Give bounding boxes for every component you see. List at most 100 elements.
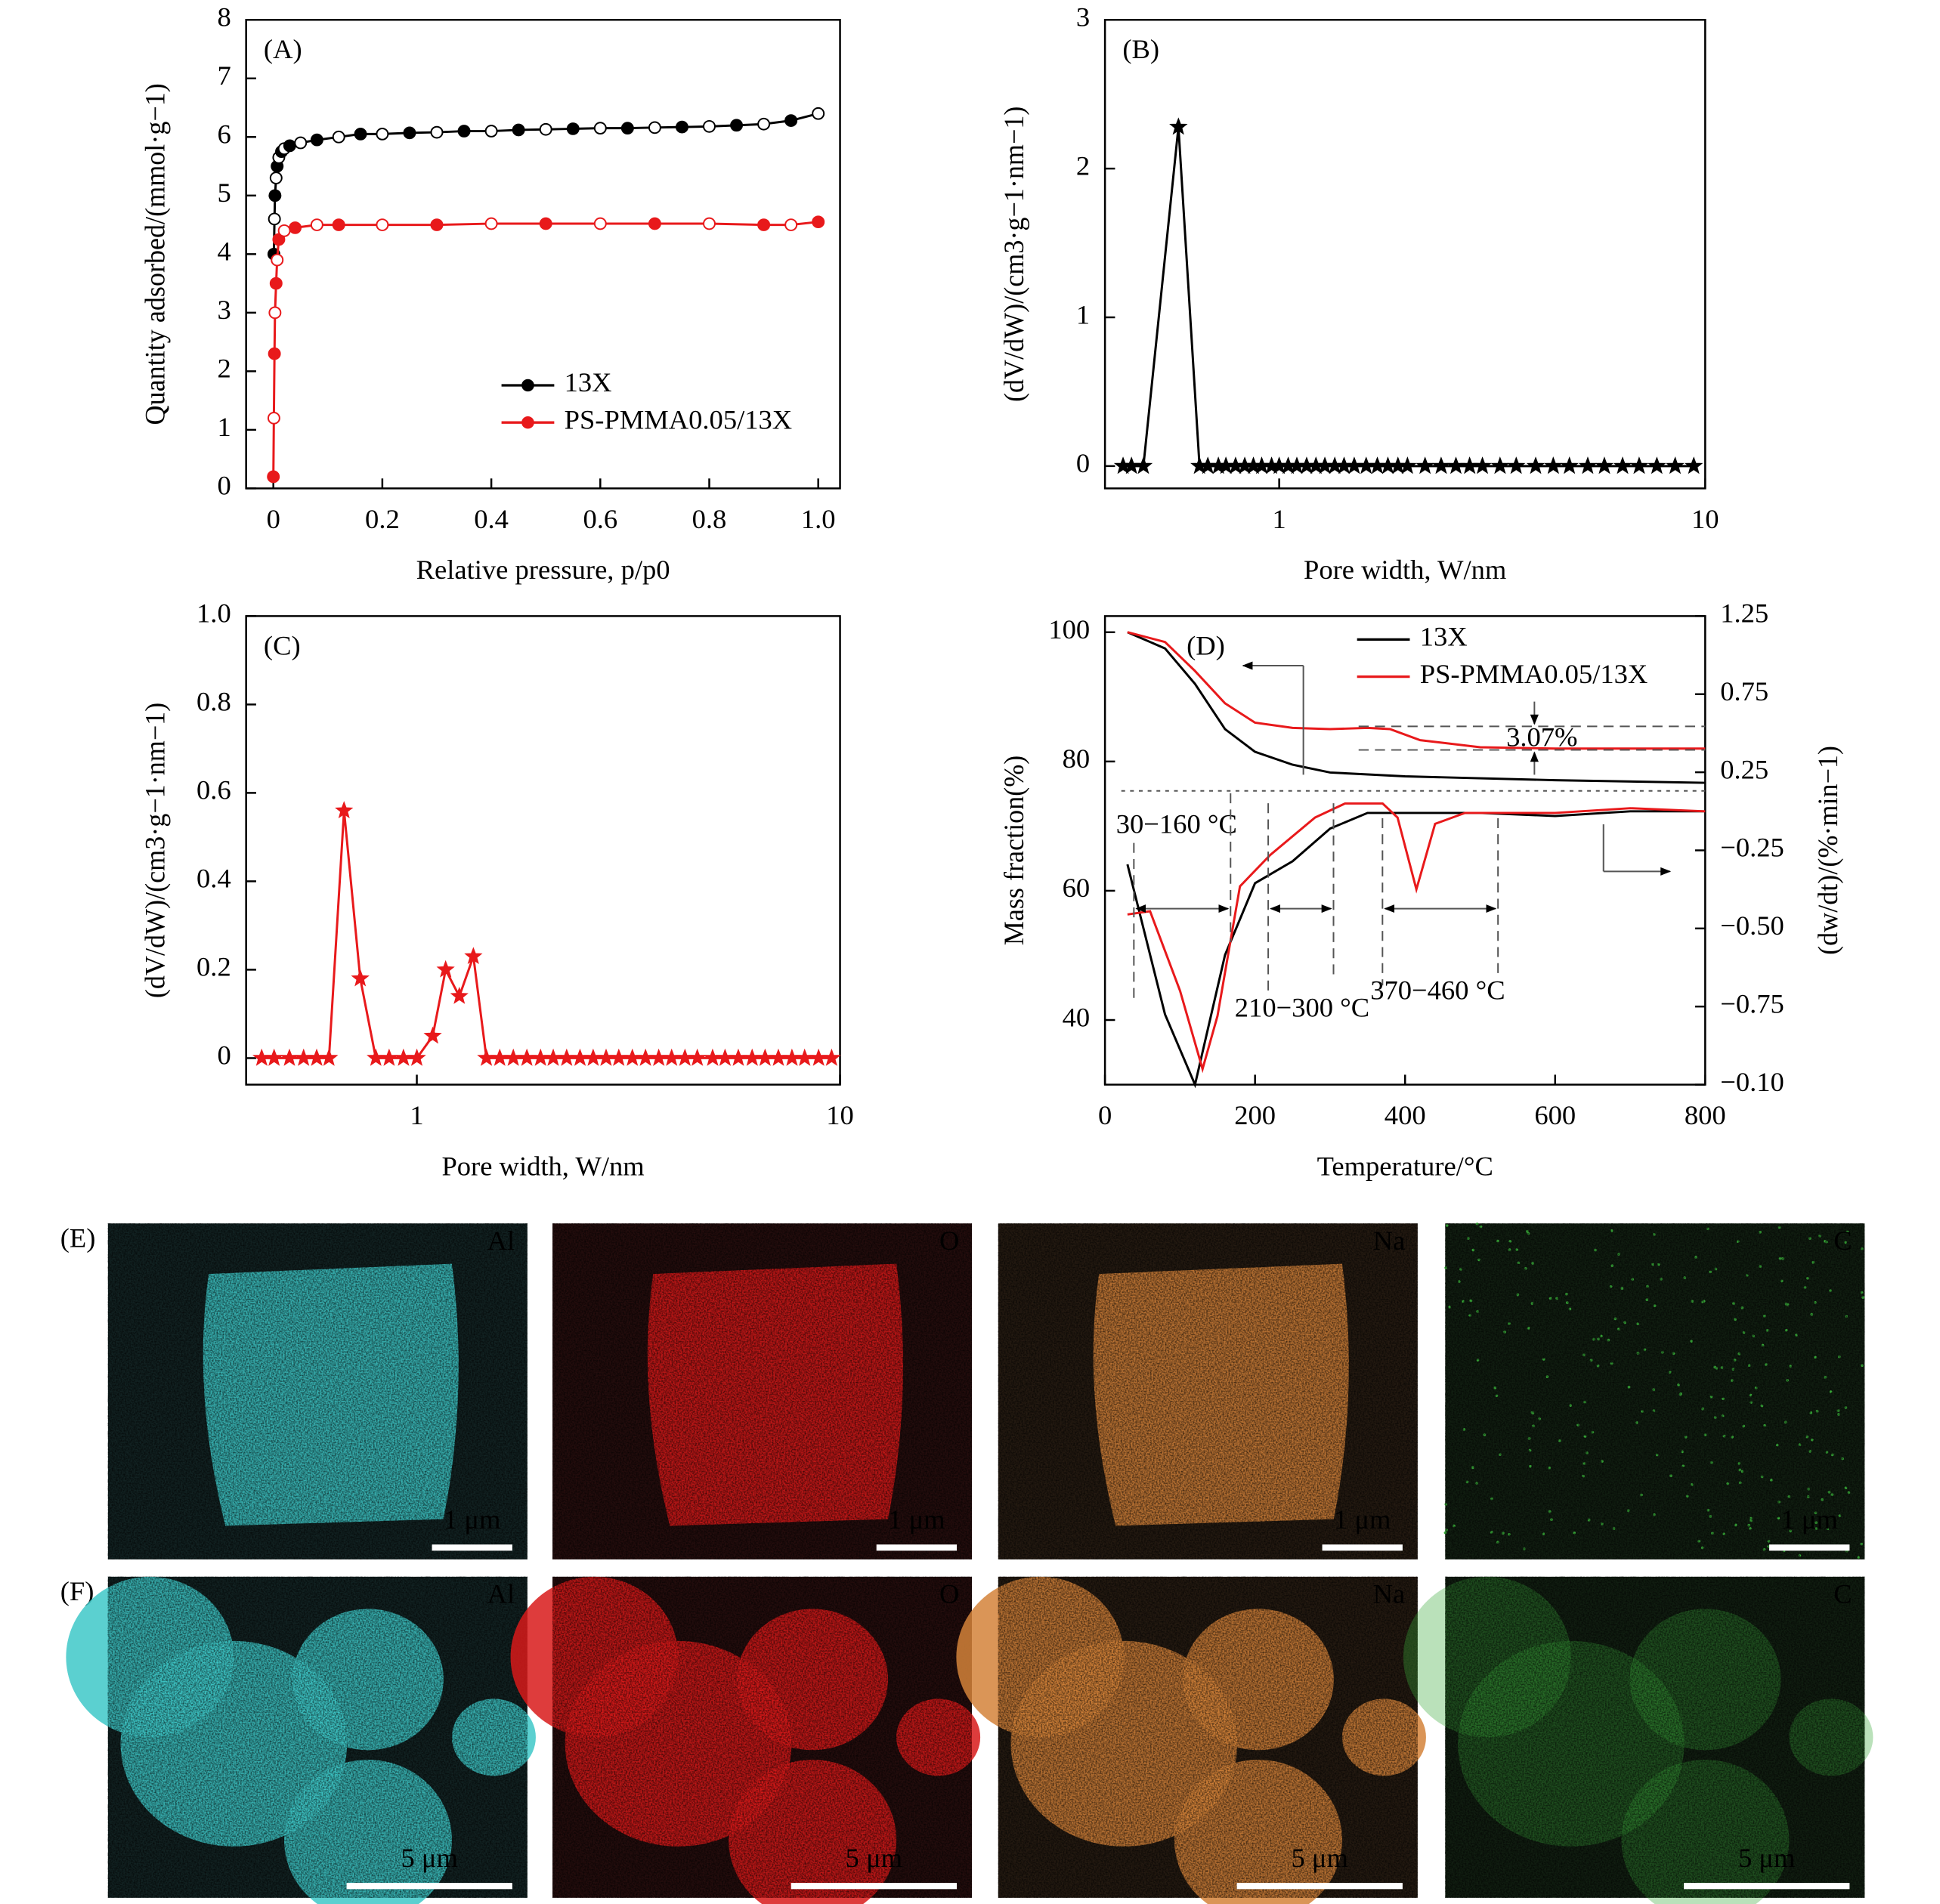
point: [268, 347, 281, 360]
point: [1134, 456, 1153, 474]
point: [265, 1048, 283, 1066]
point: [729, 1048, 748, 1066]
element-label: Al: [487, 1579, 515, 1609]
point: [1416, 456, 1434, 474]
point: [1490, 456, 1510, 474]
y2-tick-label: −0.50: [1720, 910, 1784, 941]
point: [376, 128, 389, 141]
point: [269, 172, 283, 184]
x-axis-label: Relative pressure, p/p0: [416, 555, 670, 585]
point: [743, 1048, 762, 1066]
point: [539, 122, 552, 136]
point: [450, 986, 469, 1004]
x-tick-label: 10: [826, 1100, 854, 1130]
point: [1431, 456, 1451, 474]
point: [1460, 456, 1479, 474]
point: [407, 1048, 426, 1066]
scale-bar: [432, 1544, 512, 1551]
grain: [552, 1576, 972, 1898]
y-tick-label: 5: [217, 178, 231, 208]
point: [676, 1048, 695, 1066]
point: [688, 1048, 707, 1066]
point: [583, 1048, 603, 1066]
point: [1169, 117, 1188, 135]
point: [512, 123, 525, 137]
point: [430, 218, 444, 231]
point: [332, 130, 345, 144]
scale-bar-label: 5 μm: [846, 1843, 902, 1873]
point: [283, 139, 296, 153]
row-label: (E): [60, 1223, 96, 1253]
point: [351, 969, 370, 987]
legend-marker: [521, 379, 534, 392]
row-label: (F): [60, 1576, 94, 1606]
y-tick-label: 8: [217, 2, 231, 32]
grain: [1445, 1223, 1865, 1559]
y-tick-label: 3: [217, 295, 231, 325]
annotation: 30−160 °C: [1116, 809, 1237, 839]
annotation: 210−300 °C: [1235, 993, 1369, 1023]
y-tick-label: 0: [217, 471, 231, 501]
element-label: Na: [1373, 1579, 1406, 1609]
y-tick-label: 0: [217, 1040, 231, 1071]
point: [539, 217, 552, 230]
eds-map: [552, 1223, 972, 1559]
point: [531, 1048, 550, 1066]
series-line: [1127, 631, 1706, 784]
point: [1629, 456, 1649, 474]
point: [812, 215, 825, 229]
point: [596, 1048, 616, 1066]
point: [477, 1048, 496, 1066]
point: [703, 217, 716, 230]
point: [430, 125, 444, 139]
point: [703, 1048, 722, 1066]
eds-map: [1403, 1576, 1873, 1904]
series-line: [272, 221, 818, 477]
point: [795, 1048, 814, 1066]
point: [1344, 456, 1364, 474]
point: [268, 189, 282, 202]
scale-bar-label: 5 μm: [1292, 1843, 1348, 1873]
plot-frame: [1103, 19, 1706, 490]
x-tick-label: 0: [1098, 1100, 1112, 1130]
y-tick-label: 0.4: [196, 864, 231, 894]
point: [436, 960, 455, 978]
point: [307, 1048, 326, 1066]
point: [277, 224, 291, 237]
scale-bar: [1684, 1883, 1850, 1890]
legend-marker: [521, 416, 534, 429]
legend-label: 13X: [1420, 622, 1468, 652]
point: [1666, 456, 1685, 474]
y-tick-label: 60: [1063, 873, 1091, 903]
point: [332, 218, 345, 231]
x-tick-label: 1: [1272, 504, 1286, 534]
y2-tick-label: 0.25: [1720, 755, 1768, 785]
series-line: [1127, 802, 1706, 1074]
element-label: O: [939, 1579, 959, 1609]
scale-bar: [1769, 1544, 1850, 1551]
x-tick-label: 0: [267, 504, 280, 534]
scale-bar-label: 1 μm: [1334, 1504, 1391, 1535]
point: [484, 217, 498, 230]
y2-tick-label: 1.25: [1720, 598, 1768, 629]
x-tick-label: 1: [410, 1100, 423, 1130]
y-axis-label: (dV/dW)/(cm3·g−1·nm−1): [999, 107, 1029, 402]
legend-label: PS-PMMA0.05/13X: [565, 405, 793, 435]
x-tick-label: 200: [1234, 1100, 1276, 1130]
y-tick-label: 80: [1063, 743, 1091, 774]
point: [504, 1048, 523, 1066]
y-axis-label: (dV/dW)/(cm3·g−1·nm−1): [141, 703, 171, 998]
element-label: Al: [487, 1226, 515, 1256]
point: [280, 1048, 299, 1066]
eds-map: [956, 1576, 1426, 1904]
grain: [1445, 1576, 1865, 1898]
point: [294, 1048, 313, 1066]
series-line: [1127, 631, 1706, 750]
point: [593, 217, 607, 230]
point: [267, 470, 280, 484]
point: [354, 128, 367, 141]
series-line: [261, 810, 832, 1059]
point: [812, 107, 825, 120]
point: [648, 217, 661, 230]
